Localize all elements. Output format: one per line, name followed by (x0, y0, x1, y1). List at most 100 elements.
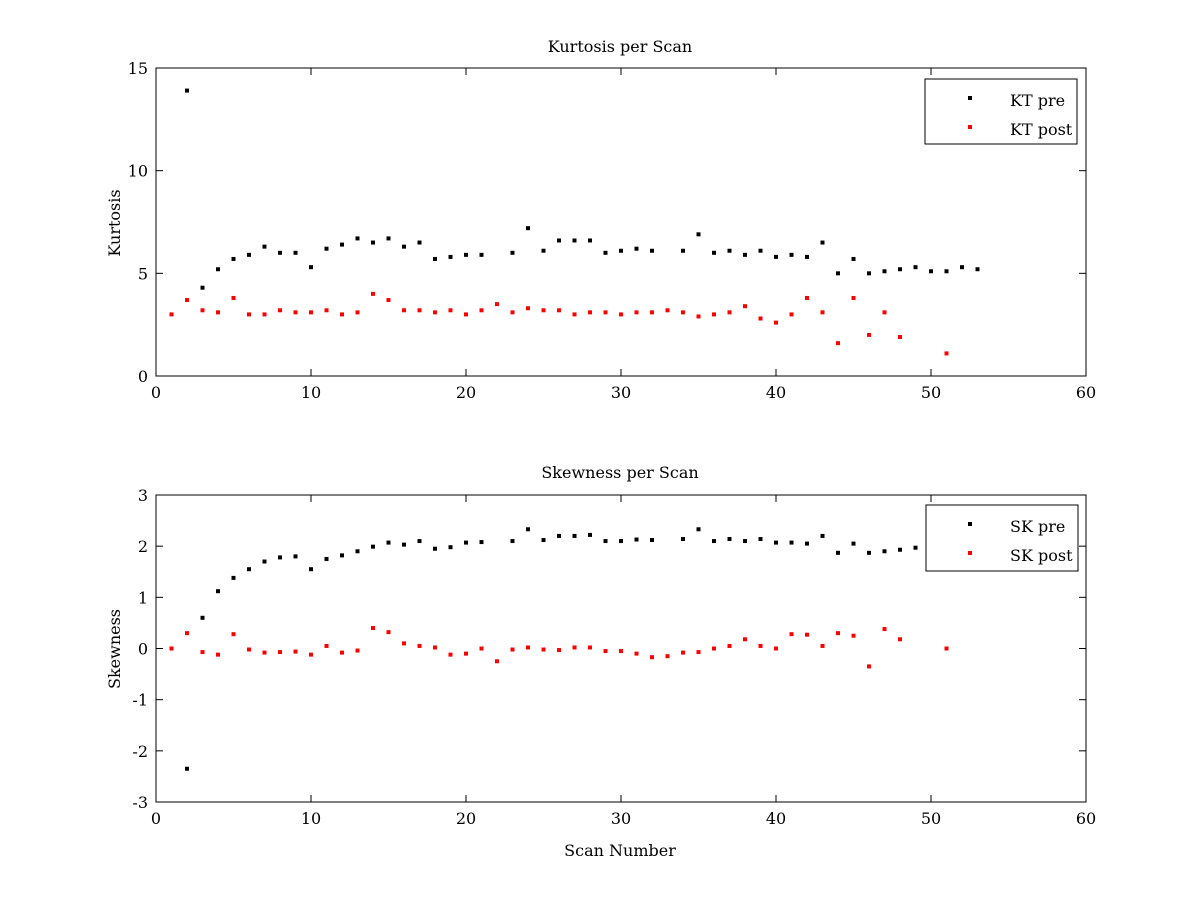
skewness-pre-point (526, 527, 530, 532)
kt-pre-legend-marker (968, 96, 972, 100)
skewness-post-point (665, 654, 670, 659)
kurtosis-post-point (867, 332, 871, 337)
skewness-xtick-label: 50 (921, 809, 941, 828)
skewness-xtick-label: 40 (766, 809, 786, 828)
skewness-xtick-label: 10 (301, 809, 321, 828)
kurtosis-pre-point (572, 238, 577, 243)
skewness-subplot: Skewness per Scan Skewness Scan Number 0… (105, 463, 1096, 860)
kurtosis-pre-point (944, 269, 949, 274)
kurtosis-pre-point (789, 252, 794, 257)
kurtosis-post-point (278, 308, 282, 313)
kurtosis-post-point (696, 314, 701, 319)
kurtosis-ytick-label: 0 (138, 367, 148, 386)
kurtosis-ylabel: Kurtosis (105, 189, 124, 256)
kurtosis-pre-point (557, 238, 561, 243)
skewness-post-point (355, 648, 360, 653)
kurtosis-pre-point (805, 254, 809, 259)
sk-pre-legend-marker (968, 522, 972, 526)
kurtosis-post-point (836, 341, 840, 346)
kurtosis-post-point (634, 310, 639, 315)
kurtosis-pre-point (309, 265, 313, 270)
skewness-xtick-label: 0 (151, 809, 161, 828)
kurtosis-post-point (526, 306, 530, 311)
skewness-post-point (340, 650, 344, 655)
skewness-xtick-label: 20 (456, 809, 476, 828)
skewness-post-point (464, 651, 468, 656)
skewness-post-point (278, 650, 282, 655)
kurtosis-post-point (898, 334, 902, 339)
skewness-pre-point (371, 544, 375, 549)
skewness-pre-point (572, 533, 577, 538)
skewness-post-point (526, 645, 530, 650)
kurtosis-post-point (805, 295, 809, 300)
skewness-post-point (727, 643, 732, 648)
skewness-post-point (867, 664, 871, 669)
skewness-xtick-label: 60 (1076, 809, 1096, 828)
skewness-post-point (417, 643, 422, 648)
kurtosis-pre-point (836, 271, 840, 276)
skewness-post-point (557, 648, 561, 653)
sk-post-legend-label: SK post (1010, 546, 1073, 565)
skewness-pre-point (634, 537, 639, 542)
kurtosis-post-point (789, 312, 794, 317)
kurtosis-pre-point (650, 248, 654, 253)
skewness-post-point (495, 659, 499, 664)
kurtosis-pre-point (278, 250, 282, 255)
skewness-pre-point (510, 539, 515, 544)
skewness-post-point (851, 633, 856, 638)
kurtosis-ticks: 0 10 20 30 40 50 60 0 5 10 15 (128, 59, 1097, 402)
skewness-pre-point (231, 575, 236, 580)
skewness-pre-point (758, 537, 763, 542)
skewness-post-point (681, 650, 685, 655)
skewness-post-point (324, 643, 329, 648)
skewness-pre-point (789, 540, 794, 545)
kurtosis-pre-point (913, 265, 918, 270)
skewness-post-point (696, 650, 701, 655)
skewness-pre-point (712, 539, 716, 544)
kurtosis-pre-point (634, 246, 639, 251)
kurtosis-pre-point (774, 254, 778, 259)
kt-post-legend-label: KT post (1010, 120, 1073, 139)
kurtosis-pre-point (448, 254, 453, 259)
skewness-post-point (510, 647, 515, 652)
skewness-pre-point (417, 539, 422, 544)
skewness-pre-point (278, 555, 282, 560)
kurtosis-post-point (572, 312, 577, 317)
skewness-ytick-label: -3 (132, 793, 148, 812)
skewness-pre-point (882, 549, 887, 554)
skewness-ytick-label: 0 (138, 640, 148, 659)
skewness-pre-point (619, 539, 623, 544)
kurtosis-pre-point (340, 242, 344, 247)
kurtosis-pre-point (898, 267, 902, 272)
skewness-pre-point (340, 553, 344, 558)
skewness-post-point (650, 655, 654, 660)
kurtosis-pre-point (479, 252, 484, 257)
kurtosis-post-point (681, 310, 685, 315)
kurtosis-post-point (464, 312, 468, 317)
kurtosis-post-point (774, 320, 778, 325)
skewness-ytick-label: -2 (132, 742, 148, 761)
kurtosis-post-point (588, 310, 592, 315)
kurtosis-xtick-label: 40 (766, 383, 786, 402)
kurtosis-post-point (650, 310, 654, 315)
skewness-pre-point (836, 550, 840, 555)
kurtosis-xtick-label: 10 (301, 383, 321, 402)
kurtosis-pre-point (371, 240, 375, 245)
skewness-pre-point (867, 550, 871, 555)
skewness-pre-point (913, 545, 918, 550)
skewness-post-point (247, 647, 251, 652)
skewness-post-point (743, 637, 747, 642)
kurtosis-post-point (262, 312, 267, 317)
kurtosis-xtick-label: 0 (151, 383, 161, 402)
skewness-pre-point (743, 539, 747, 544)
kurtosis-pre-point (867, 271, 871, 276)
kurtosis-post-point (557, 308, 561, 313)
skewness-post-point (634, 651, 639, 656)
skewness-ytick-label: 1 (138, 588, 148, 607)
kurtosis-post-point (944, 351, 949, 356)
kurtosis-post-point (247, 312, 251, 317)
kurtosis-post-point (185, 298, 189, 303)
kurtosis-post-point (743, 304, 747, 309)
skewness-pre-point (185, 766, 189, 771)
kurtosis-pre-point (712, 250, 716, 255)
